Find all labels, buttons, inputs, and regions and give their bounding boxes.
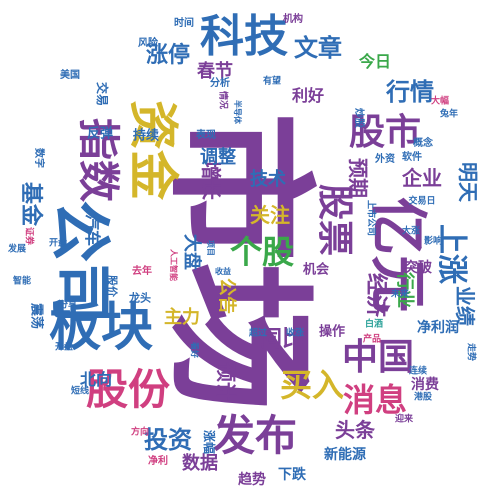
word-jingli: 净利 bbox=[148, 456, 168, 467]
word-fenxiang: 分享 bbox=[58, 300, 78, 311]
word-yuqi: 预期 bbox=[346, 158, 370, 198]
word-kanhao: 看好 bbox=[190, 342, 199, 358]
word-bankuai: 板块 bbox=[48, 298, 154, 358]
word-zhendang: 震荡 bbox=[28, 302, 44, 330]
word-qunian: 去年 bbox=[132, 266, 152, 277]
word-chixu: 持续 bbox=[132, 128, 160, 144]
word-kaipan-2: 开盘 bbox=[54, 342, 74, 353]
word-touzi: 投资 bbox=[144, 426, 192, 454]
word-shouyi: 收益 bbox=[215, 267, 231, 276]
word-jingji: 经济 bbox=[363, 272, 388, 318]
word-chaoguo: 超过 bbox=[248, 328, 268, 339]
word-duanxian: 短线 bbox=[70, 386, 90, 397]
word-shuju: 数据 bbox=[182, 453, 218, 474]
word-zhineng: 智能 bbox=[12, 276, 32, 287]
word-qiche: 汽车 bbox=[83, 213, 102, 247]
word-fazhan: 发展 bbox=[7, 244, 27, 255]
word-zhongguo: 中国 bbox=[341, 337, 415, 378]
word-zhuli: 主力 bbox=[164, 307, 200, 328]
word-chanpin: 产品 bbox=[362, 334, 382, 345]
word-tongbi: 同比 bbox=[259, 327, 305, 352]
word-ruanjian: 软件 bbox=[402, 152, 422, 163]
word-guanzhu: 关注 bbox=[250, 203, 290, 227]
word-shangshigongsi: 上市公司 bbox=[365, 199, 376, 237]
word-gonggao: 公告 bbox=[216, 278, 237, 314]
word-gangu: 港股 bbox=[413, 392, 433, 403]
word-tiaozheng: 调整 bbox=[200, 147, 236, 168]
word-qiye: 企业 bbox=[402, 166, 442, 190]
word-shouzhang: 收涨 bbox=[285, 328, 305, 339]
word-shijian: 时间 bbox=[174, 18, 194, 29]
word-jihui: 机会 bbox=[302, 262, 330, 278]
word-gege: 个股 bbox=[229, 233, 295, 271]
word-yuji: 预计 bbox=[214, 362, 238, 402]
word-fengxian: 风险 bbox=[138, 38, 158, 49]
word-lianxu: 连续 bbox=[408, 366, 428, 377]
word-jishu: 技术 bbox=[250, 169, 286, 190]
word-xiadie: 下跌 bbox=[278, 467, 306, 483]
word-gushi: 股市 bbox=[348, 112, 422, 153]
word-gufen: 股份 bbox=[85, 365, 171, 414]
word-fenxi: 分析 bbox=[210, 78, 230, 89]
word-hangqing: 行情 bbox=[386, 78, 434, 106]
word-baijiu: 白酒 bbox=[364, 319, 384, 330]
word-tupo: 突破 bbox=[404, 260, 432, 276]
word-shangzhang: 上涨 bbox=[434, 224, 469, 284]
word-chaogu: 炒股 bbox=[353, 108, 364, 128]
word-longtou: 龙头 bbox=[129, 291, 151, 305]
word-xiangmu: 项目 bbox=[206, 240, 215, 256]
word-dazhang: 大涨 bbox=[401, 226, 421, 237]
word-fabu: 发布 bbox=[212, 411, 298, 460]
word-shuzi: 数字 bbox=[33, 148, 44, 168]
word-yinglai: 迎来 bbox=[394, 414, 414, 425]
word-jingliren: 净利润 bbox=[417, 320, 459, 336]
word-fantan: 反弹 bbox=[86, 126, 114, 142]
word-dapan: 大盘 bbox=[181, 234, 202, 270]
word-zoushi: 走势 bbox=[465, 342, 476, 362]
word-qingkuang: 情况 bbox=[217, 90, 228, 110]
word-meiguo: 美国 bbox=[60, 70, 80, 81]
word-dafu: 大幅 bbox=[430, 96, 450, 107]
word-zhengquan: 证券 bbox=[23, 226, 34, 246]
word-wenzhang: 文章 bbox=[294, 34, 342, 62]
word-fangxiang: 方向 bbox=[130, 427, 150, 438]
word-jiaoyi: 交易 bbox=[95, 81, 109, 107]
word-waizi: 外资 bbox=[375, 154, 395, 165]
word-tunian: 兔年 bbox=[439, 109, 459, 120]
word-zijin: 资金 bbox=[124, 100, 182, 200]
word-youwang: 有望 bbox=[262, 76, 282, 87]
word-gainian: 概念 bbox=[413, 138, 433, 149]
word-qushi: 趋势 bbox=[238, 472, 266, 488]
word-jinri: 今日 bbox=[358, 52, 392, 71]
word-weilai: 未来 bbox=[390, 289, 410, 300]
word-lihao: 利好 bbox=[291, 86, 325, 105]
word-kaipan: 开盘 bbox=[48, 238, 68, 249]
word-mingtian: 明天 bbox=[456, 162, 480, 202]
word-banchengti: 半导体 bbox=[233, 100, 242, 124]
word-xiaofei: 消费 bbox=[411, 377, 439, 393]
word-caozuo: 操作 bbox=[318, 324, 346, 340]
word-zhangfu: 涨幅 bbox=[202, 429, 216, 455]
word-yingxiang: 影响 bbox=[423, 236, 443, 247]
word-xinnengyuan: 新能源 bbox=[324, 447, 366, 463]
word-jijin: 基金 bbox=[18, 181, 43, 227]
word-toutiao: 头条 bbox=[335, 418, 375, 442]
word-zhangting: 涨停 bbox=[145, 43, 191, 68]
word-jiaoyiri: 交易日 bbox=[408, 196, 436, 207]
word-rengongzhineng: 人工智能 bbox=[169, 249, 178, 281]
word-gujia: 股价 bbox=[105, 275, 119, 297]
word-chunjie: 春节 bbox=[197, 61, 233, 82]
word-biaoxian: 表现 bbox=[196, 130, 216, 141]
word-jigou: 机构 bbox=[283, 14, 303, 25]
word-xiaoxi: 消息 bbox=[342, 381, 408, 419]
word-mairu: 买入 bbox=[279, 366, 345, 404]
word-keji: 科技 bbox=[200, 11, 288, 62]
word-beixiang: 北向 bbox=[79, 370, 113, 389]
